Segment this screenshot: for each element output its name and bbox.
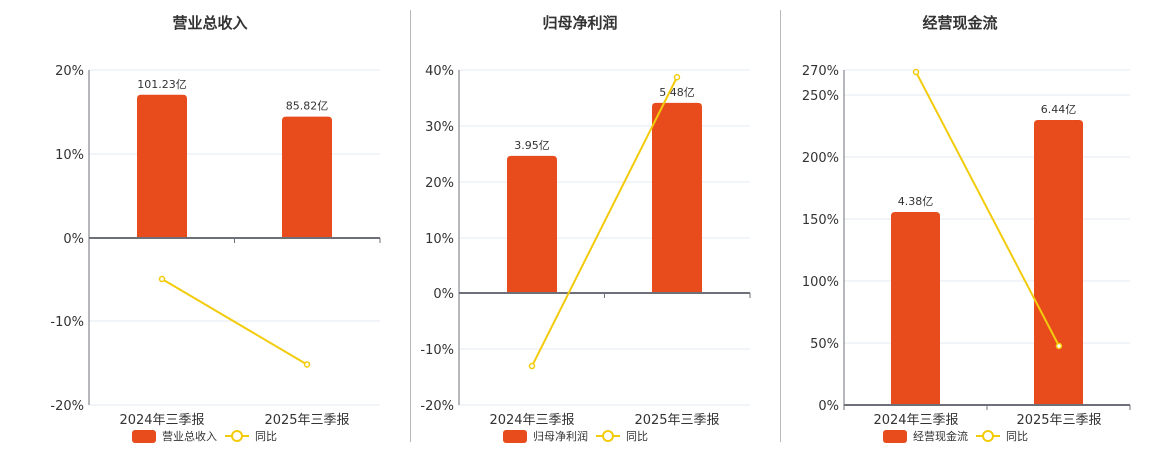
bar[interactable] (507, 155, 557, 293)
x-category-label: 2025年三季报 (634, 413, 719, 428)
bar-value-label: 3.95亿 (514, 139, 550, 152)
yoy-point[interactable] (158, 275, 166, 283)
y-tick-label: 20% (425, 176, 454, 191)
legend-line-label[interactable]: 同比 (1006, 430, 1028, 443)
bar[interactable] (891, 212, 940, 405)
y-tick-label: 150% (802, 213, 839, 228)
y-tick-label: 0% (63, 232, 84, 247)
y-tick-label: 100% (802, 275, 839, 290)
legend-bar-swatch[interactable] (883, 430, 907, 443)
x-category-label: 2025年三季报 (1016, 413, 1101, 428)
chart-1: 营业总收入 20% 10% 0% -10% -20% 101.23亿 85.82亿 2024年三… (50, 14, 381, 443)
chart-2: 归母净利润 40% 30% 20% 10% 0% -10% -20% 3.95亿 5.48亿 202… (420, 14, 751, 443)
bar-value-label: 85.82亿 (286, 100, 329, 113)
bar-value-label: 4.38亿 (898, 195, 934, 208)
yoy-line (531, 76, 678, 367)
y-tick-label: -10% (50, 315, 84, 330)
legend-bar-label[interactable]: 经营现金流 (913, 429, 968, 443)
legend-bar-swatch[interactable] (503, 430, 527, 443)
chart-3: 经营现金流 270% 250% 200% 150% 100% 50% 0% 4.38亿 6.44亿… (802, 14, 1131, 443)
y-tick-label: -20% (50, 399, 84, 414)
legend-line-marker (602, 430, 614, 442)
y-tick-label: 10% (425, 232, 454, 247)
yoy-point[interactable] (528, 362, 536, 370)
legend: 经营现金流 同比 (883, 429, 1028, 443)
y-tick-label: 20% (55, 64, 84, 79)
yoy-line (915, 71, 1060, 347)
panel-divider-2 (780, 10, 781, 442)
y-tick-label: 270% (802, 64, 839, 79)
yoy-point[interactable] (303, 361, 311, 368)
legend-line-marker (982, 430, 994, 442)
y-tick-label: 50% (810, 337, 839, 352)
y-tick-label: 0% (818, 399, 839, 414)
bar-value-label: 5.48亿 (659, 86, 695, 99)
legend: 归母净利润 同比 (503, 429, 648, 443)
y-tick-label: 0% (433, 287, 454, 302)
x-category-label: 2024年三季报 (119, 413, 204, 428)
x-category-label: 2025年三季报 (264, 413, 349, 428)
bar-value-label: 101.23亿 (137, 78, 187, 91)
legend-line-label[interactable]: 同比 (255, 430, 277, 443)
y-tick-label: -10% (420, 343, 454, 358)
yoy-line (161, 278, 308, 366)
chart-title: 经营现金流 (922, 14, 997, 32)
legend-bar-swatch[interactable] (132, 430, 156, 443)
legend: 营业总收入 同比 (132, 429, 277, 443)
chart-title: 归母净利润 (542, 14, 617, 32)
yoy-point[interactable] (673, 73, 681, 81)
chart-title: 营业总收入 (172, 14, 247, 32)
legend-bar-label[interactable]: 营业总收入 (162, 429, 217, 443)
y-tick-label: 30% (425, 120, 454, 135)
x-category-label: 2024年三季报 (873, 413, 958, 428)
y-tick-label: 200% (802, 151, 839, 166)
legend-line-label[interactable]: 同比 (626, 430, 648, 443)
x-category-label: 2024年三季报 (489, 413, 574, 428)
panel-divider-1 (410, 10, 411, 442)
bar-value-label: 6.44亿 (1041, 103, 1077, 116)
y-tick-label: 10% (55, 148, 84, 163)
bar[interactable] (137, 94, 187, 238)
y-tick-label: 40% (425, 64, 454, 79)
bar[interactable] (282, 116, 332, 238)
y-tick-label: 250% (802, 89, 839, 104)
y-tick-label: -20% (420, 399, 454, 414)
yoy-point[interactable] (1055, 342, 1063, 350)
bar[interactable] (1034, 120, 1083, 405)
yoy-point[interactable] (912, 68, 920, 76)
bar[interactable] (652, 102, 702, 293)
legend-bar-label[interactable]: 归母净利润 (533, 429, 588, 443)
legend-line-marker (231, 430, 243, 442)
